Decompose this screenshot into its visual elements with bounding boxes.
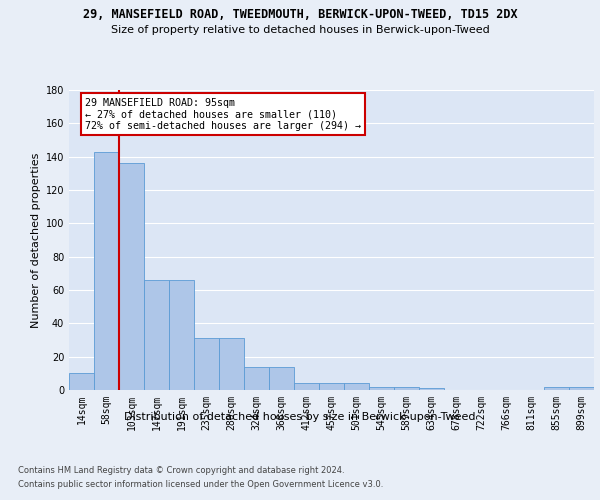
Text: Contains public sector information licensed under the Open Government Licence v3: Contains public sector information licen… — [18, 480, 383, 489]
Bar — [69, 374, 94, 390]
Y-axis label: Number of detached properties: Number of detached properties — [31, 152, 41, 328]
Text: 29, MANSEFIELD ROAD, TWEEDMOUTH, BERWICK-UPON-TWEED, TD15 2DX: 29, MANSEFIELD ROAD, TWEEDMOUTH, BERWICK… — [83, 8, 517, 20]
Bar — [369, 386, 394, 390]
Bar — [169, 280, 194, 390]
Bar — [294, 384, 319, 390]
Text: Distribution of detached houses by size in Berwick-upon-Tweed: Distribution of detached houses by size … — [124, 412, 476, 422]
Text: Contains HM Land Registry data © Crown copyright and database right 2024.: Contains HM Land Registry data © Crown c… — [18, 466, 344, 475]
Bar — [194, 338, 219, 390]
Text: Size of property relative to detached houses in Berwick-upon-Tweed: Size of property relative to detached ho… — [110, 25, 490, 35]
Bar — [219, 338, 244, 390]
Bar — [94, 152, 119, 390]
Bar — [119, 164, 144, 390]
Bar — [419, 388, 444, 390]
Bar — [144, 280, 169, 390]
Bar — [244, 366, 269, 390]
Bar — [269, 366, 294, 390]
Bar — [344, 384, 369, 390]
Text: 29 MANSEFIELD ROAD: 95sqm
← 27% of detached houses are smaller (110)
72% of semi: 29 MANSEFIELD ROAD: 95sqm ← 27% of detac… — [85, 98, 361, 130]
Bar — [394, 386, 419, 390]
Bar — [319, 384, 344, 390]
Bar — [569, 386, 594, 390]
Bar — [544, 386, 569, 390]
